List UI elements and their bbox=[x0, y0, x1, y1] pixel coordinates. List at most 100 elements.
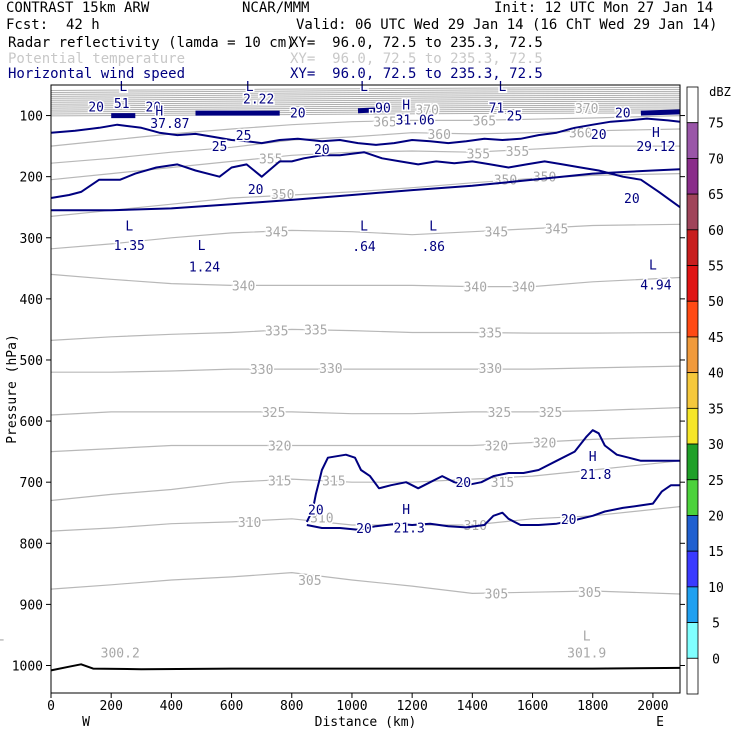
colorbar-level-label: 25 bbox=[708, 474, 724, 489]
theta-label: 365 bbox=[373, 116, 396, 131]
theta-contour-345 bbox=[50, 223, 681, 250]
wind-extremum-value: 1.35 bbox=[114, 239, 145, 254]
wind-extremum-value: 71 bbox=[489, 101, 505, 116]
model-title: CONTRAST 15km ARW bbox=[6, 0, 150, 16]
colorbar-swatch bbox=[686, 443, 699, 481]
wind-label: 20 bbox=[561, 513, 577, 528]
colorbar-level-label: 20 bbox=[708, 509, 724, 524]
wind-extremum-value: 4.94 bbox=[640, 279, 671, 294]
init-time: Init: 12 UTC Mon 27 Jan 14 bbox=[494, 0, 714, 16]
wind-extremum-kind: L bbox=[246, 80, 254, 95]
colorbar-level-label: 5 bbox=[712, 617, 720, 632]
x-tick-label: 0 bbox=[47, 699, 55, 714]
theta-label: 370 bbox=[415, 103, 438, 118]
theta-label: 330 bbox=[319, 362, 342, 377]
field-reflectivity-name: Radar reflectivity (lamda = 10 cm) bbox=[8, 35, 295, 51]
surface-line bbox=[50, 663, 681, 672]
org-label: NCAR/MMM bbox=[242, 0, 310, 16]
theta-label: 350 bbox=[494, 174, 517, 189]
theta-dense-contour bbox=[50, 98, 681, 103]
wind-extremum-kind: H bbox=[402, 98, 410, 113]
theta-extremum-kind: L bbox=[583, 630, 591, 645]
colorbar-swatch bbox=[686, 336, 699, 374]
wind-label: 20 bbox=[314, 143, 330, 158]
wind-contour-20 bbox=[51, 168, 681, 212]
theta-label: 360 bbox=[427, 128, 450, 143]
theta-label: 365 bbox=[473, 114, 496, 129]
colorbar-swatch bbox=[686, 657, 699, 695]
colorbar-level-label: 75 bbox=[708, 117, 724, 132]
field-wind-xy: XY= 96.0, 72.5 to 235.3, 72.5 bbox=[290, 66, 543, 82]
wind-label: 20 bbox=[591, 128, 607, 143]
colorbar-swatch bbox=[686, 479, 699, 516]
theta-label: 315 bbox=[322, 474, 345, 489]
colorbar-swatch bbox=[686, 229, 699, 266]
wind-contour-20 bbox=[50, 151, 681, 209]
colorbar-level-label: 10 bbox=[708, 581, 724, 596]
wind-extremum-value: 31.06 bbox=[396, 114, 435, 129]
wind-label: 20 bbox=[248, 183, 264, 198]
x-tick-label: 1800 bbox=[577, 699, 608, 714]
colorbar-swatch bbox=[686, 622, 699, 659]
colorbar-swatch bbox=[686, 265, 699, 302]
x-end-label-east: E bbox=[656, 715, 664, 730]
wind-extremum-kind: L bbox=[125, 219, 133, 234]
theta-label: 340 bbox=[512, 281, 535, 296]
theta-label: 360 bbox=[569, 127, 592, 142]
y-tick-label: 100 bbox=[20, 110, 43, 125]
wind-label: 20 bbox=[615, 106, 631, 121]
colorbar-swatch bbox=[686, 407, 699, 445]
theta-label: 340 bbox=[232, 279, 255, 294]
y-tick-label: 1000 bbox=[12, 660, 43, 675]
theta-dense-contour bbox=[50, 86, 681, 91]
theta-dense-contour bbox=[50, 90, 681, 95]
wind-extremum-kind: L bbox=[360, 219, 368, 234]
theta-dense-contour bbox=[50, 96, 681, 101]
theta-label: 355 bbox=[506, 145, 529, 160]
y-axis-title: Pressure (hPa) bbox=[5, 334, 20, 444]
y-tick-label: 400 bbox=[20, 293, 43, 308]
theta-contour-315 bbox=[50, 460, 681, 502]
wind-contour-25 bbox=[50, 117, 681, 146]
wind-extremum-value: 1.24 bbox=[189, 260, 220, 275]
colorbar-level-label: 55 bbox=[708, 260, 724, 275]
x-tick-label: 400 bbox=[160, 699, 183, 714]
wind-extremum-kind: L bbox=[499, 80, 507, 95]
theta-label: 330 bbox=[250, 363, 273, 378]
wind-label: 25 bbox=[236, 129, 252, 144]
theta-label: 335 bbox=[265, 325, 288, 340]
wind-extremum-value: 29.12 bbox=[636, 140, 675, 155]
theta-dense-contour bbox=[50, 102, 681, 107]
colorbar-swatch bbox=[686, 86, 699, 124]
theta-label: 335 bbox=[304, 323, 327, 338]
y-tick-label: 600 bbox=[20, 415, 43, 430]
wind-extremum-value: .64 bbox=[352, 240, 376, 255]
wind-extremum-kind: L bbox=[649, 259, 657, 274]
wind-extremum-value: 37.87 bbox=[150, 117, 189, 132]
x-axis-title: Distance (km) bbox=[315, 715, 417, 730]
theta-label: 305 bbox=[485, 587, 508, 602]
theta-contour-320 bbox=[50, 435, 681, 453]
theta-dense-contour bbox=[50, 112, 681, 117]
wind-label: 20 bbox=[624, 192, 640, 207]
theta-contour-340 bbox=[50, 273, 681, 288]
x-tick-label: 600 bbox=[220, 699, 243, 714]
wind-core-segment bbox=[357, 106, 389, 114]
colorbar-level-label: 35 bbox=[708, 402, 724, 417]
wind-label: 20 bbox=[455, 476, 471, 491]
y-tick-label: 700 bbox=[20, 476, 43, 491]
colorbar-level-label: 15 bbox=[708, 545, 724, 560]
plot-frame bbox=[50, 84, 681, 694]
colorbar-swatch bbox=[686, 122, 699, 159]
colorbar-swatch bbox=[686, 372, 699, 409]
colorbar-swatch bbox=[686, 515, 699, 552]
theta-contour-360 bbox=[50, 128, 681, 164]
x-tick-label: 2000 bbox=[637, 699, 668, 714]
theta-label: 310 bbox=[238, 516, 261, 531]
theta-label: 345 bbox=[265, 226, 288, 241]
colorbar-level-label: 45 bbox=[708, 331, 724, 346]
theta-label: 355 bbox=[259, 152, 282, 167]
theta-label: 305 bbox=[578, 586, 601, 601]
